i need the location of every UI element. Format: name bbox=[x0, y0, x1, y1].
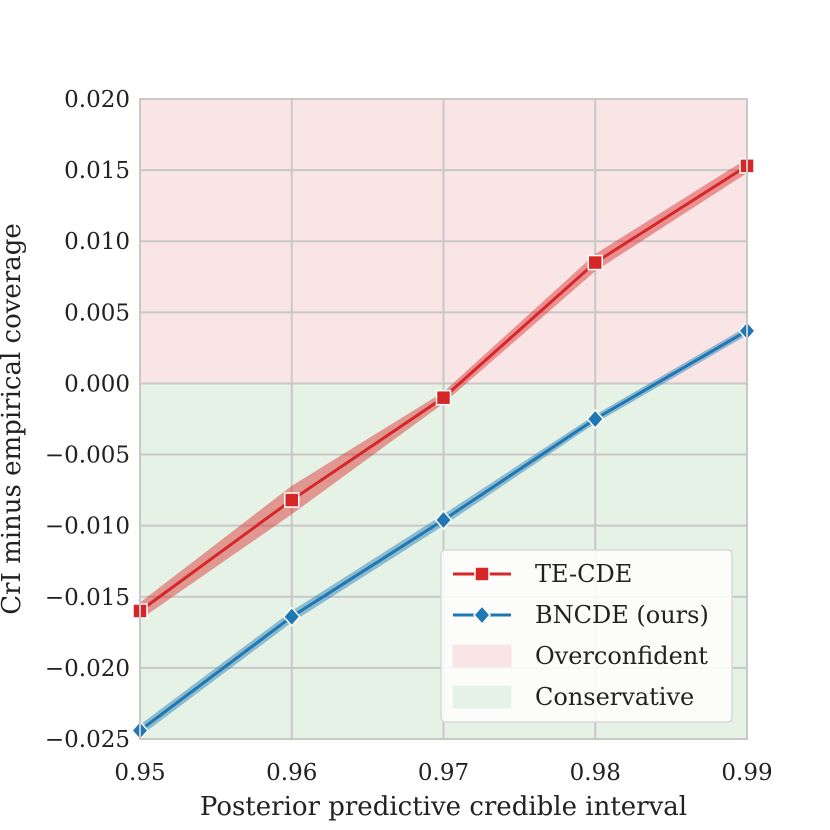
x-tick-label: 0.98 bbox=[570, 760, 621, 786]
legend-label: BNCDE (ours) bbox=[535, 601, 709, 629]
x-tick-label: 0.99 bbox=[721, 760, 772, 786]
y-axis-label: CrI minus empirical coverage bbox=[0, 223, 27, 615]
x-tick-label: 0.96 bbox=[266, 760, 317, 786]
te-cde-marker bbox=[284, 492, 300, 508]
legend-swatch-overconfident bbox=[452, 644, 512, 668]
legend-marker-square bbox=[474, 566, 490, 582]
y-tick-label: 0.005 bbox=[64, 300, 130, 326]
y-tick-label: 0.010 bbox=[64, 229, 130, 255]
y-tick-label: −0.025 bbox=[45, 727, 130, 753]
x-tick-labels: 0.95 0.96 0.97 0.98 0.99 bbox=[114, 760, 772, 786]
y-tick-label: −0.020 bbox=[45, 656, 130, 682]
legend: TE-CDE BNCDE (ours) Overconfident Conservat… bbox=[440, 549, 733, 723]
plot-frame bbox=[139, 98, 748, 740]
y-tick-label: −0.005 bbox=[45, 443, 130, 469]
y-tick-label: −0.010 bbox=[45, 514, 130, 540]
legend-marker-diamond bbox=[472, 604, 492, 626]
y-tick-label: 0.000 bbox=[64, 371, 130, 397]
bncde-ours-marker bbox=[282, 606, 301, 627]
x-axis-label: Posterior predictive credible interval bbox=[200, 792, 687, 822]
y-tick-labels: 0.020 0.015 0.010 0.005 0.000 −0.005 −0.010 −0.… bbox=[45, 87, 130, 753]
legend-swatch-conservative bbox=[452, 685, 512, 709]
legend-label: Overconfident bbox=[535, 642, 708, 670]
y-tick-label: 0.015 bbox=[64, 158, 130, 184]
legend-label: TE-CDE bbox=[535, 560, 632, 588]
x-tick-label: 0.95 bbox=[114, 760, 165, 786]
x-tick-label: 0.97 bbox=[418, 760, 469, 786]
bncde-ours-marker bbox=[434, 509, 453, 531]
te-cde-marker bbox=[435, 389, 452, 406]
y-tick-label: −0.015 bbox=[45, 585, 130, 611]
legend-box bbox=[440, 549, 733, 723]
bncde-ours-marker bbox=[586, 408, 605, 430]
legend-label: Conservative bbox=[535, 683, 694, 711]
te-cde-marker bbox=[587, 254, 603, 271]
y-tick-label: 0.020 bbox=[64, 87, 130, 113]
